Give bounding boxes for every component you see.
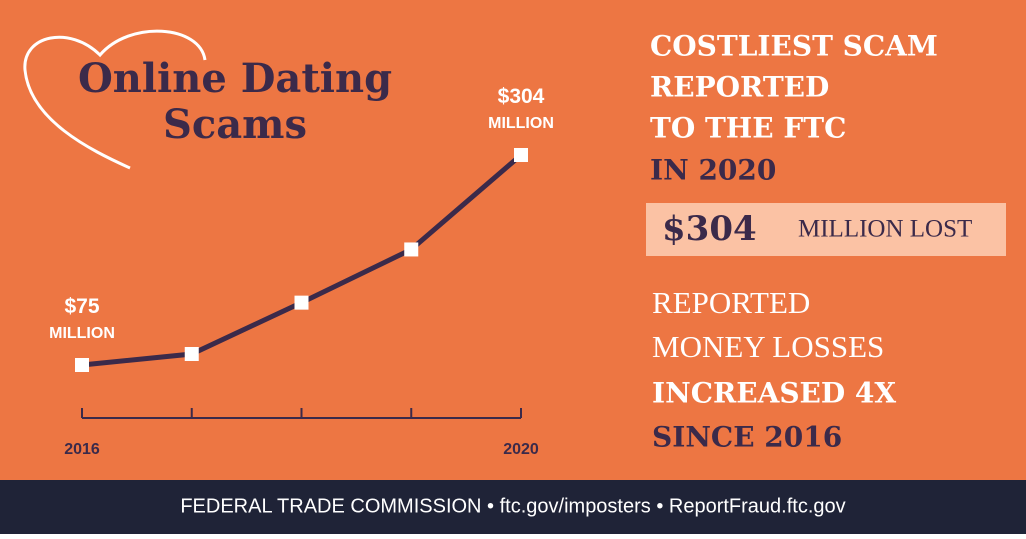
value-label: $304 MILLION [488,85,554,133]
x-tick-label: 2016 [64,441,100,458]
footer-bar [0,480,1026,534]
data-point [75,358,89,372]
headline-line: TO THE FTC [650,112,846,145]
x-tick-label: 2020 [503,441,539,458]
amount: $304 [662,209,757,249]
summary-line: SINCE 2016 [652,421,842,454]
headline-line: REPORTED [650,71,829,104]
summary-line: REPORTED [652,285,810,320]
data-point [294,295,309,310]
summary-line: INCREASED 4X [652,377,896,410]
summary-line: MONEY LOSSES [652,329,884,364]
value-label: $75 MILLION [49,295,115,343]
data-point [514,148,528,162]
heart-outline [23,29,207,170]
headline-line: COSTLIEST SCAM [650,30,938,63]
plot: 2016 2020 $75 MILLION $304 MILLION [49,85,554,459]
data-point [404,242,419,257]
data-point [184,346,199,361]
headline-line: IN 2020 [650,154,776,187]
amount-unit: MILLION LOST [798,216,972,243]
highlight-box [646,203,1006,256]
title-line: Scams [163,101,307,148]
footer: FEDERAL TRADE COMMISSION • ftc.gov/impos… [180,495,845,517]
headline: COSTLIEST SCAM REPORTED TO THE FTC IN 20… [650,30,938,187]
title-line: Online Dating [78,55,392,102]
